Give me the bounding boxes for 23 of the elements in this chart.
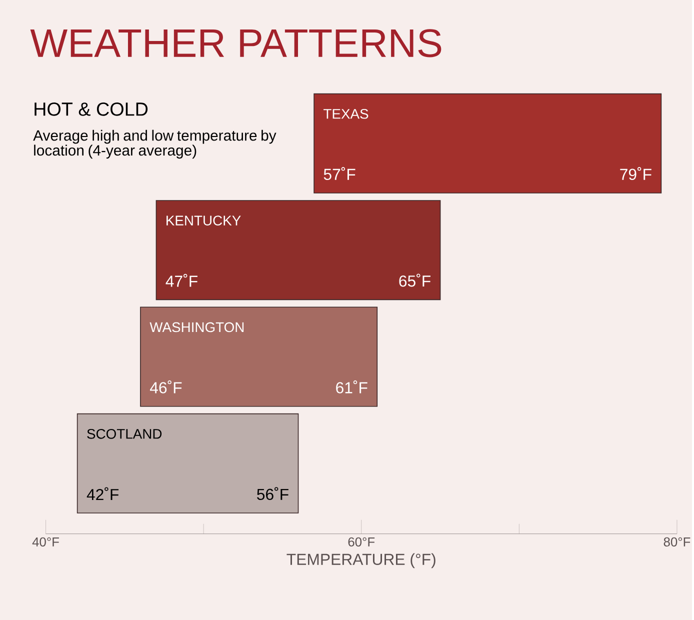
x-axis-title: TEMPERATURE (°F) — [286, 553, 436, 568]
bar — [76, 413, 299, 514]
y-tick-label: TEXAS — [324, 108, 368, 119]
x-tick-label: 40°F — [32, 537, 59, 546]
annotation: 56˚F — [257, 486, 288, 500]
y-tick-label: KENTUCKY — [166, 216, 241, 226]
x-tick-label: 80°F — [664, 537, 690, 546]
x-tick-label: 60°F — [348, 537, 375, 546]
chart-title: WEATHER PATTERNS — [30, 28, 442, 58]
bar — [156, 200, 441, 300]
annotation: 65˚F — [399, 274, 430, 287]
annotation: 42˚F — [86, 487, 119, 500]
annotation: 46˚F — [150, 380, 182, 394]
chart-subtitle: HOT & COLD — [34, 102, 148, 116]
annotation: 57˚F — [324, 166, 356, 180]
y-tick-label: SCOTLAND — [87, 428, 162, 439]
bar — [314, 93, 662, 194]
annotation: Average high and low temperature by location (4-year average) — [33, 130, 276, 158]
annotation: 79˚F — [620, 166, 652, 180]
annotation: 61˚F — [336, 380, 368, 394]
y-tick-label: WASHINGTON — [150, 322, 244, 332]
bar — [140, 306, 378, 407]
annotation: 47˚F — [166, 274, 198, 287]
